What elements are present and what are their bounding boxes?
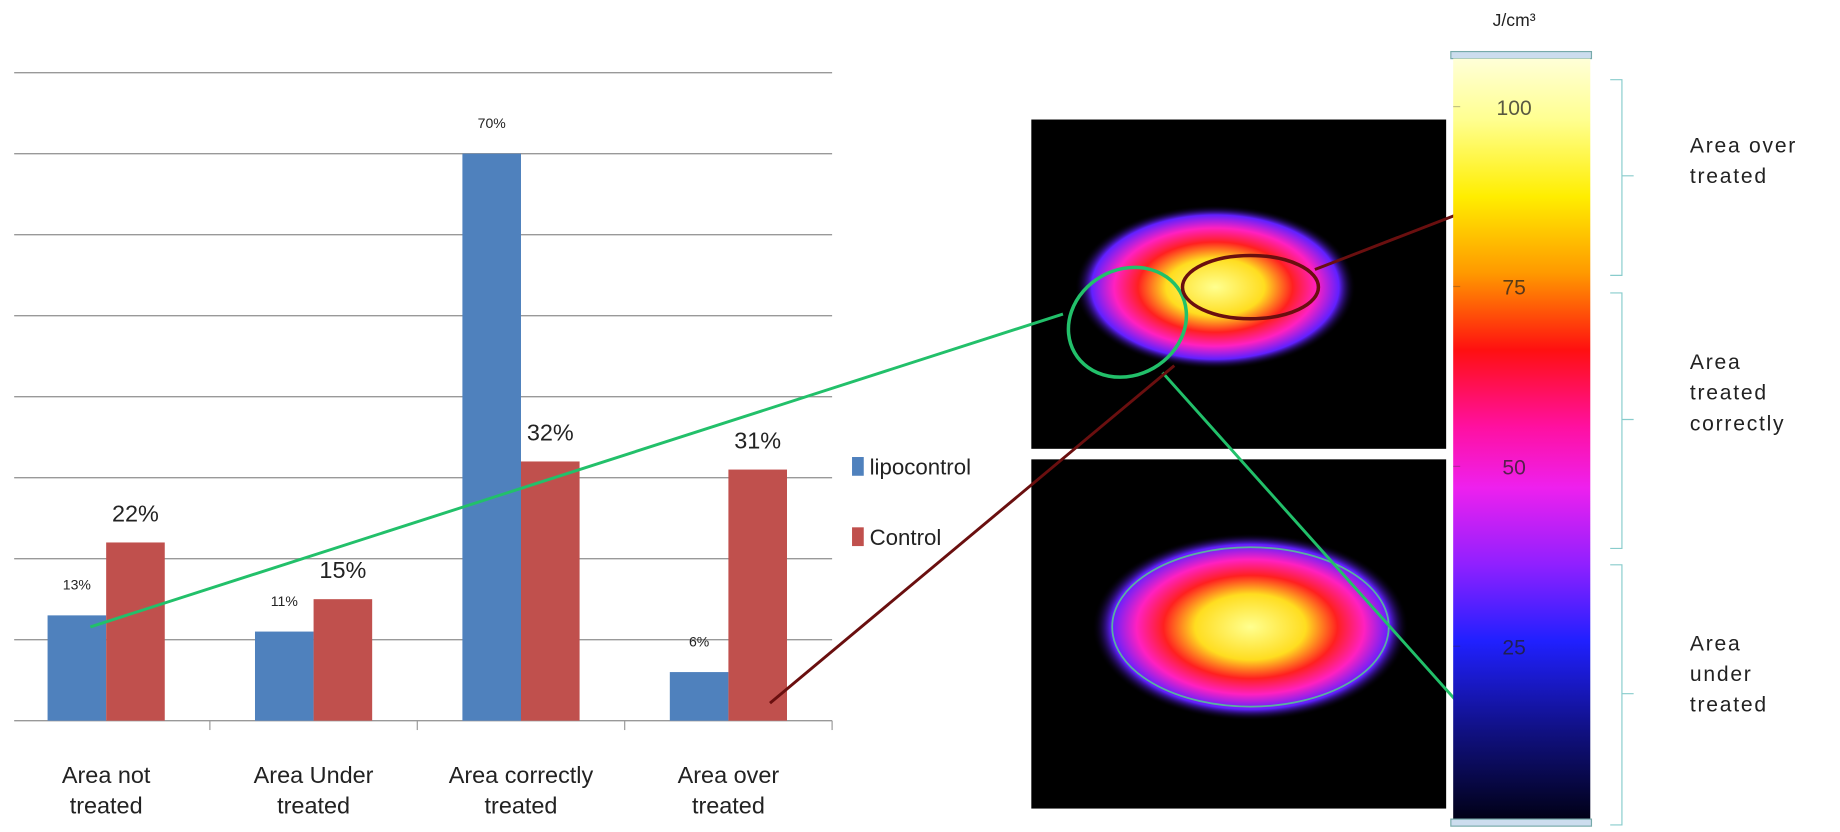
heatmap-images [1031,120,1446,809]
brace [1610,293,1633,548]
data-label: 22% [112,500,159,526]
bar [255,632,314,721]
page: {"chart_data": [ {"type": "bar", "catego… [0,0,1840,832]
bar [521,461,580,720]
brace [1610,565,1633,825]
bar [106,542,165,720]
data-label: 13% [63,577,91,593]
colorbar-tick-label: 25 [1502,636,1525,659]
heat-blob [1092,533,1408,720]
legend-swatch [852,527,864,546]
colorbar-tick-label: 75 [1502,277,1525,300]
legend-label: Control [870,525,942,550]
colorbar-title: J/cm³ [1493,10,1536,30]
legend-swatch [852,457,864,476]
bar [462,154,521,721]
figure: Area nottreated 13% 22% Area Undertreated 11… [0,0,1840,832]
data-label: 11% [271,593,298,609]
data-label: 32% [527,419,574,445]
data-label: 70% [478,115,506,131]
brace [1610,80,1633,276]
colorbar-tick-label: 100 [1497,97,1532,120]
heat-blob [1075,205,1356,369]
data-label: 15% [319,557,366,583]
colorbar-gradient [1453,59,1590,825]
bar [314,599,373,721]
colorbar-cap [1451,52,1592,59]
colorbar-cap [1451,819,1592,826]
data-label: 6% [689,633,709,649]
bar [670,672,729,721]
bar [728,470,787,721]
colorbar-tick-label: 50 [1502,457,1525,480]
legend-label: lipocontrol [870,455,971,480]
data-label: 31% [734,427,781,453]
bar [48,615,107,720]
